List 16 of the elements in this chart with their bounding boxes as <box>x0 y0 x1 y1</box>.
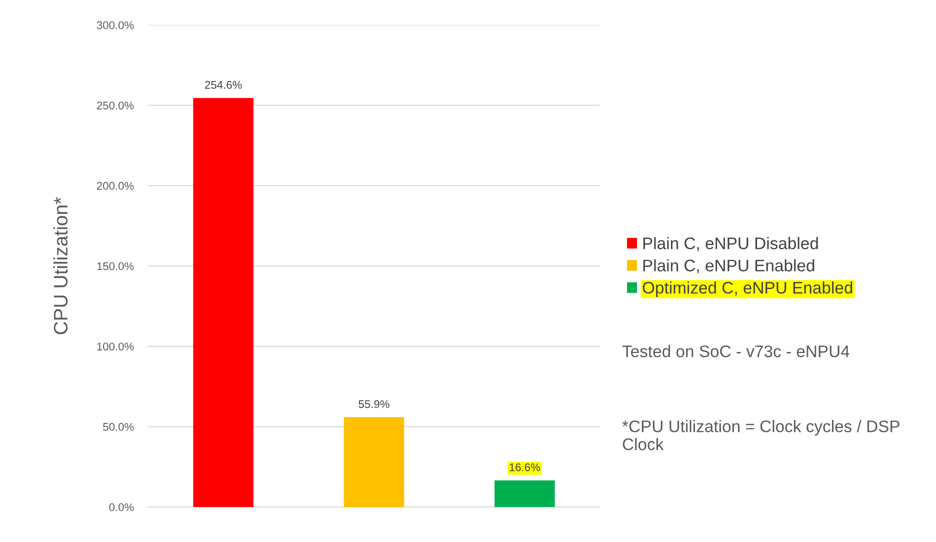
legend-label: Plain C, eNPU Disabled <box>643 237 818 252</box>
data-label: 55.9% <box>358 400 390 408</box>
y-tick-label: 50.0% <box>103 422 134 431</box>
data-label: 16.6% <box>510 463 540 472</box>
y-tick-label: 100.0% <box>97 342 134 350</box>
y-tick-label: 300.0% <box>96 21 134 30</box>
y-tick-label: 250.0% <box>96 102 134 110</box>
y-axis-title: CPU Utilization* <box>53 197 68 334</box>
y-tick-label: 0.0% <box>109 503 134 512</box>
data-label: 254.6% <box>205 80 242 89</box>
legend-label: Plain C, eNPU Enabled <box>643 259 814 274</box>
legend-label: Optimized C, eNPU Enabled <box>642 281 852 297</box>
text: Tested on SoC - v73c - eNPU4 <box>622 345 850 358</box>
text: *CPU Utilization = Clock cycles / DSP Clock <box>622 420 900 450</box>
y-tick-label: 200.0% <box>96 182 134 190</box>
y-tick-label: 150.0% <box>97 262 134 270</box>
